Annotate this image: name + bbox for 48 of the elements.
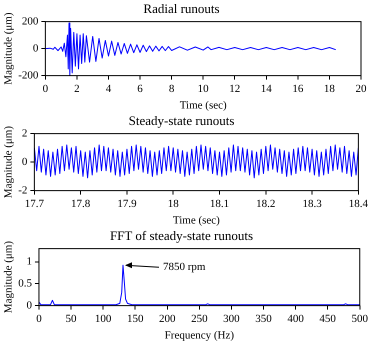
x-tick-label: 6 xyxy=(137,83,144,96)
x-tick-label: 18.4 xyxy=(348,198,368,210)
y-tick-label: 0 xyxy=(26,299,32,312)
x-tick-label: 150 xyxy=(126,313,144,326)
x-tick-label: 18.3 xyxy=(302,198,322,210)
x-tick-label: 450 xyxy=(319,313,336,326)
y-tick-label: -200 xyxy=(18,69,39,82)
chart-title: Radial runouts xyxy=(143,1,220,16)
x-tick-label: 10 xyxy=(198,83,210,96)
x-tick-label: 20 xyxy=(356,83,367,96)
y-axis-title: Magnitude (μm) xyxy=(2,126,14,198)
x-tick-label: 18 xyxy=(324,83,336,96)
chart-title: Steady-state runouts xyxy=(128,113,234,128)
y-tick-label: 0 xyxy=(22,156,28,168)
x-tick-label: 14 xyxy=(260,83,272,96)
y-tick-label: 0.5 xyxy=(18,278,32,290)
x-tick-label: 17.7 xyxy=(24,198,44,210)
x-axis-title: Frequency (Hz) xyxy=(164,329,234,342)
y-axis-title: Magnitude (μm) xyxy=(2,240,14,314)
y-tick-label: 1 xyxy=(26,256,32,268)
x-tick-label: 350 xyxy=(255,313,272,326)
y-tick-label: -2 xyxy=(18,184,28,196)
x-tick-label: 500 xyxy=(352,313,368,326)
y-tick-label: 200 xyxy=(22,15,39,28)
x-axis-title: Time (sec) xyxy=(180,99,227,112)
y-axis-title: Magnitude (μm) xyxy=(2,12,14,85)
x-tick-label: 18.2 xyxy=(256,198,276,210)
x-tick-label: 12 xyxy=(229,83,240,96)
chart-title: FFT of steady-state runouts xyxy=(110,228,254,244)
x-tick-label: 400 xyxy=(287,313,304,326)
x-tick-label: 100 xyxy=(94,313,112,326)
annotation: 7850 rpm xyxy=(163,261,206,274)
x-tick-label: 8 xyxy=(168,83,175,96)
x-tick-label: 18 xyxy=(168,198,180,210)
y-tick-label: 0 xyxy=(32,42,39,54)
x-tick-label: 50 xyxy=(66,313,78,326)
x-tick-label: 300 xyxy=(223,313,240,326)
x-tick-label: 0 xyxy=(42,83,49,96)
x-tick-label: 4 xyxy=(106,83,112,96)
x-tick-label: 200 xyxy=(159,313,176,326)
y-tick-label: 2 xyxy=(22,127,28,140)
x-tick-label: 17.8 xyxy=(71,198,91,210)
x-tick-label: 250 xyxy=(191,313,208,326)
x-tick-label: 2 xyxy=(74,83,80,96)
x-tick-label: 16 xyxy=(292,83,304,96)
x-tick-label: 17.9 xyxy=(117,198,138,210)
x-tick-label: 18.1 xyxy=(210,198,230,210)
x-axis-title: Time (sec) xyxy=(172,214,220,226)
